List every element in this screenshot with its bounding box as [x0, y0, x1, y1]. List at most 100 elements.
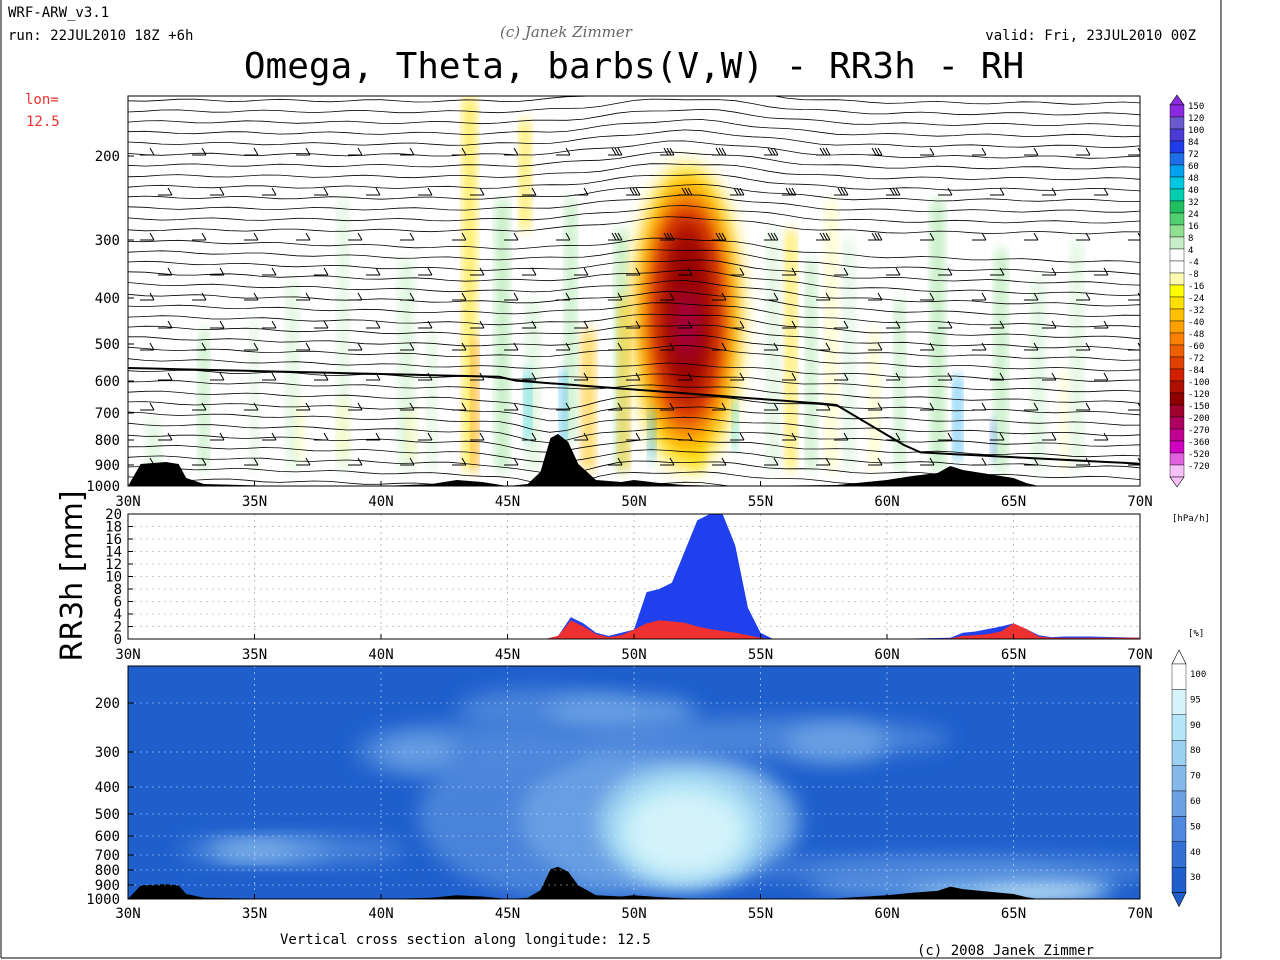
wind-barb [886, 187, 901, 196]
y-tick-label: 14 [105, 545, 122, 561]
chart-title: Omega, Theta, barbs(V,W) - RR3h - RH [244, 46, 1024, 87]
y-tick-label: 6 [114, 595, 122, 611]
colorbar-swatch [1169, 320, 1185, 334]
wind-barb [522, 320, 537, 329]
wind-barb [262, 372, 277, 381]
wind-barb [938, 187, 953, 196]
wind-barb [522, 372, 537, 381]
wind-barb [418, 320, 433, 329]
wind-barb [868, 342, 883, 351]
colorbar-label: 40 [1188, 186, 1199, 196]
x-tick-label: 60N [874, 494, 899, 510]
colorbar-label: -8 [1188, 270, 1199, 280]
wind-barb [608, 402, 623, 411]
wind-barb [314, 267, 329, 276]
colorbar-label: -100 [1188, 378, 1210, 388]
colorbar-swatch [1169, 428, 1185, 442]
wind-barb [1042, 432, 1057, 441]
wind-barb [522, 267, 537, 276]
colorbar-swatch [1169, 284, 1185, 298]
wind-barb [574, 187, 589, 196]
isentrope [128, 216, 1140, 235]
colorbar-label: 8 [1188, 234, 1193, 244]
wind-barb [400, 342, 415, 351]
isentrope [128, 290, 1140, 317]
omega-descent-streak [525, 370, 531, 440]
wind-barb [296, 402, 311, 411]
y-tick-label: 600 [95, 374, 120, 390]
omega-shading [527, 300, 538, 470]
wind-barb [782, 320, 797, 329]
isentrope [128, 313, 1140, 340]
colorbar-swatch [1169, 452, 1185, 466]
colorbar-swatch [1169, 392, 1185, 406]
colorbar-arrow-top [1171, 649, 1187, 665]
colorbar-label: 40 [1190, 848, 1201, 858]
isentrope [128, 344, 1140, 372]
wind-barb [366, 432, 381, 441]
wind-barb [1094, 187, 1109, 196]
omega-descent-streak [733, 400, 738, 450]
wind-barb [400, 292, 415, 301]
omega-shading [1033, 280, 1044, 470]
colorbar-label: 60 [1190, 797, 1201, 807]
y-tick-label: 1000 [86, 892, 120, 908]
wind-barb [1094, 320, 1109, 329]
wind-barb [452, 147, 467, 156]
colorbar-swatch [1171, 689, 1187, 716]
wind-barb [626, 432, 641, 441]
y-tick-label: 4 [114, 607, 122, 623]
wind-barb [470, 267, 485, 276]
wind-barb [712, 232, 727, 241]
x-tick-label: 70N [1127, 906, 1152, 922]
wind-barb [730, 372, 745, 381]
colorbar-swatch [1169, 152, 1185, 166]
wind-barb [920, 232, 935, 241]
wind-barb [348, 292, 363, 301]
wind-barb [452, 457, 467, 466]
colorbar-swatch [1169, 308, 1185, 322]
isentrope [128, 445, 1140, 469]
wind-barb [990, 372, 1005, 381]
colorbar-swatch [1171, 765, 1187, 792]
wind-barb [418, 267, 433, 276]
wind-barb [868, 232, 883, 241]
y-tick-label: 200 [95, 696, 120, 712]
wind-barb [764, 457, 779, 466]
wind-barb [764, 402, 779, 411]
colorbar-label: 100 [1190, 670, 1206, 680]
wind-barb [210, 372, 225, 381]
colorbar-arrow-top [1169, 94, 1185, 106]
isentrope [128, 390, 1140, 416]
y-tick-label: 0 [114, 632, 122, 648]
wind-barb [712, 342, 727, 351]
colorbar-swatch [1169, 332, 1185, 346]
y-tick-label: 600 [95, 829, 120, 845]
wind-barb [608, 232, 623, 241]
isentrope [128, 324, 1140, 351]
colorbar-label: 70 [1190, 772, 1201, 782]
isentrope [128, 119, 1140, 138]
y-tick-label: 900 [95, 458, 120, 474]
wind-barb [816, 457, 831, 466]
wind-barb [868, 402, 883, 411]
wind-barb [192, 342, 207, 351]
wind-barb [678, 432, 693, 441]
x-tick-label: 40N [368, 906, 393, 922]
wind-barb [816, 232, 831, 241]
y-tick-label: 10 [105, 570, 122, 586]
omega-ascent-streak [521, 120, 530, 230]
wind-barb [1076, 292, 1091, 301]
x-tick-label: 35N [242, 906, 267, 922]
wind-barb [972, 402, 987, 411]
colorbar-label: -120 [1188, 390, 1210, 400]
wind-barb [400, 457, 415, 466]
colorbar-swatch [1171, 867, 1187, 893]
colorbar-swatch [1171, 714, 1187, 741]
colorbar-label: -4 [1188, 258, 1199, 268]
wind-barb [678, 187, 693, 196]
colorbar-label: -72 [1188, 354, 1204, 364]
x-tick-label: 65N [1001, 906, 1026, 922]
wind-barb [140, 147, 155, 156]
